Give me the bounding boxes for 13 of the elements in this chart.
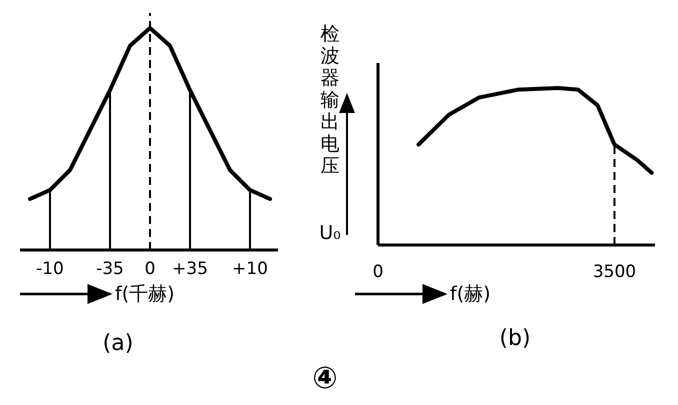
x-axis-title: f(千赫) [115, 283, 175, 305]
text: ④ [312, 361, 338, 396]
x-axis-title: f(赫) [450, 283, 491, 305]
x-tick-label: 0 [372, 262, 384, 282]
x-tick-label: 0 [144, 259, 156, 279]
text: (b) [499, 326, 531, 351]
x-tick-label: +35 [172, 259, 208, 279]
text: 检波器输出电压U₀ [319, 23, 341, 244]
x-tick-label: -10 [36, 259, 64, 279]
x-tick-label: -35 [96, 259, 124, 279]
x-tick-label: 3500 [592, 262, 636, 282]
x-tick-label: +10 [232, 259, 268, 279]
text: (a) [102, 331, 134, 356]
